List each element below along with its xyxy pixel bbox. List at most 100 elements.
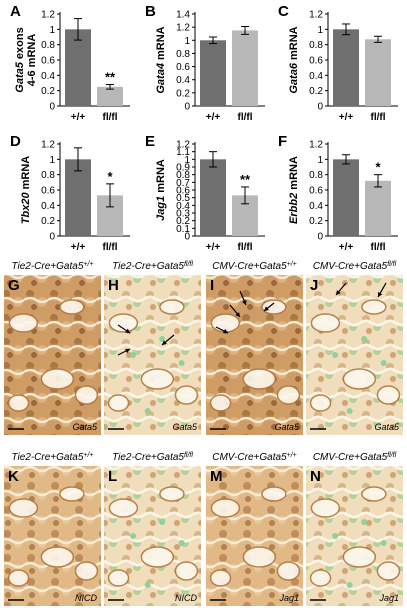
bar- bbox=[200, 40, 226, 106]
y-tick-label: 0 bbox=[317, 102, 323, 113]
y-tick-label: 0.8 bbox=[176, 170, 190, 181]
vessel-lumens bbox=[209, 486, 301, 587]
bar-flfl bbox=[97, 86, 123, 106]
y-tick-label: 1 bbox=[184, 36, 190, 47]
y-tick-label: 0.6 bbox=[41, 56, 55, 67]
panel-title: CMV-Cre+Gata5+/+ bbox=[212, 261, 297, 273]
micrograph-h: Tie2-Cre+Gata5fl/fl H Gata5 bbox=[104, 261, 201, 435]
y-tick-label: 0.2 bbox=[176, 216, 190, 227]
y-tick-label: 1 bbox=[184, 155, 190, 166]
lumen bbox=[40, 546, 75, 568]
y-tick-label: 0.8 bbox=[41, 40, 55, 51]
lumen bbox=[209, 394, 232, 412]
stain-label: Gata5 bbox=[172, 422, 198, 432]
bar- bbox=[65, 159, 91, 236]
panel-letter: L bbox=[108, 468, 117, 485]
significance-marker: * bbox=[107, 169, 113, 184]
category-label: fl/fl bbox=[238, 112, 253, 123]
y-tick-label: 0.1 bbox=[176, 224, 190, 235]
arrow-head bbox=[235, 312, 240, 317]
y-tick-label: 1.2 bbox=[41, 10, 55, 21]
lumen bbox=[276, 561, 301, 581]
category-label: fl/fl bbox=[371, 242, 386, 253]
lumen bbox=[8, 313, 39, 333]
lumen bbox=[174, 561, 199, 581]
panel-letter: E bbox=[145, 133, 155, 150]
arrow-head bbox=[242, 300, 247, 305]
lumen bbox=[7, 394, 30, 412]
micrograph-m: CMV-Cre+Gata5+/+ M Jag1 bbox=[206, 452, 303, 606]
panel-title: Tie2-Cre+Gata5fl/fl bbox=[112, 261, 193, 273]
arrow-head bbox=[125, 328, 130, 333]
lumen bbox=[159, 299, 185, 315]
y-tick-label: 0.2 bbox=[41, 216, 55, 227]
y-tick-label: 0.4 bbox=[176, 201, 190, 212]
y-tick-label: 0.6 bbox=[176, 62, 190, 73]
stain-label: Gata5 bbox=[72, 422, 98, 432]
lumen bbox=[107, 569, 130, 587]
unstained-nucleus bbox=[380, 540, 387, 546]
lumen bbox=[140, 546, 175, 568]
y-tick-label: 0 bbox=[184, 232, 190, 243]
lumen bbox=[140, 368, 175, 390]
lumen bbox=[40, 368, 75, 390]
arrow-head bbox=[223, 328, 228, 334]
vessel-lumens bbox=[309, 486, 401, 588]
vessel-lumens bbox=[7, 299, 99, 412]
lumen bbox=[342, 368, 377, 390]
panel-letter: A bbox=[10, 3, 21, 20]
panel-title: CMV-Cre+Gata5fl/fl bbox=[313, 452, 397, 464]
y-tick-label: 0.3 bbox=[176, 209, 190, 220]
lumen bbox=[376, 561, 401, 581]
lumen bbox=[159, 486, 185, 502]
y-tick-label: 0.4 bbox=[176, 75, 190, 86]
y-tick-label: 0.4 bbox=[309, 201, 323, 212]
y-tick-label: 0.7 bbox=[176, 178, 190, 189]
panel-letter: C bbox=[278, 3, 289, 20]
lumen bbox=[74, 385, 99, 405]
y-tick-label: 1.1 bbox=[176, 147, 190, 158]
lumen bbox=[74, 561, 99, 581]
unstained-nucleus bbox=[159, 336, 166, 342]
category-label: fl/fl bbox=[371, 112, 386, 123]
lumen bbox=[242, 368, 277, 390]
panel-title: Tie2-Cre+Gata5fl/fl bbox=[112, 452, 193, 464]
lumen bbox=[310, 498, 341, 518]
unstained-nucleus bbox=[178, 540, 185, 546]
significance-marker: * bbox=[375, 160, 381, 175]
panel-letter: J bbox=[310, 277, 318, 294]
micrograph-g: Tie2-Cre+Gata5+/+ G Gata5 bbox=[4, 261, 101, 435]
micrograph-l: Tie2-Cre+Gata5fl/fl L NICD bbox=[104, 452, 201, 606]
unstained-nucleus bbox=[332, 533, 339, 539]
stain-label: Jag1 bbox=[278, 593, 299, 603]
y-tick-label: 1 bbox=[317, 25, 323, 36]
y-tick-label: 0.6 bbox=[41, 186, 55, 197]
panel-letter: G bbox=[8, 277, 20, 294]
y-tick-label: 0.6 bbox=[176, 186, 190, 197]
panel-letter: F bbox=[278, 133, 287, 150]
significance-marker: ** bbox=[240, 172, 251, 187]
category-label: +/+ bbox=[71, 112, 86, 123]
vessel-lumens bbox=[209, 299, 301, 412]
lumen bbox=[310, 313, 341, 333]
y-tick-label: 0.4 bbox=[309, 71, 323, 82]
category-label: +/+ bbox=[206, 242, 221, 253]
y-tick-label: 0.8 bbox=[309, 170, 323, 181]
y-tick-label: 0 bbox=[49, 102, 55, 113]
panel-letter: D bbox=[10, 133, 21, 150]
chart-panel-a: A Gata5 exons 4-6 mRNA 0 0.2 0.4 0.6 0.8 1 1.2 +/+… bbox=[10, 3, 130, 123]
stain-label: NICD bbox=[175, 593, 197, 603]
lumen bbox=[209, 569, 232, 587]
lumen bbox=[242, 546, 277, 568]
bar-flfl bbox=[232, 30, 258, 106]
y-tick-label: 0.2 bbox=[309, 86, 323, 97]
unstained-nucleus bbox=[361, 519, 368, 525]
lumen bbox=[309, 394, 332, 412]
unstained-nucleus bbox=[144, 582, 151, 588]
arrow-head bbox=[336, 290, 341, 295]
lumen bbox=[59, 299, 85, 315]
lumen bbox=[108, 313, 139, 333]
unstained-nucleus bbox=[332, 352, 339, 358]
